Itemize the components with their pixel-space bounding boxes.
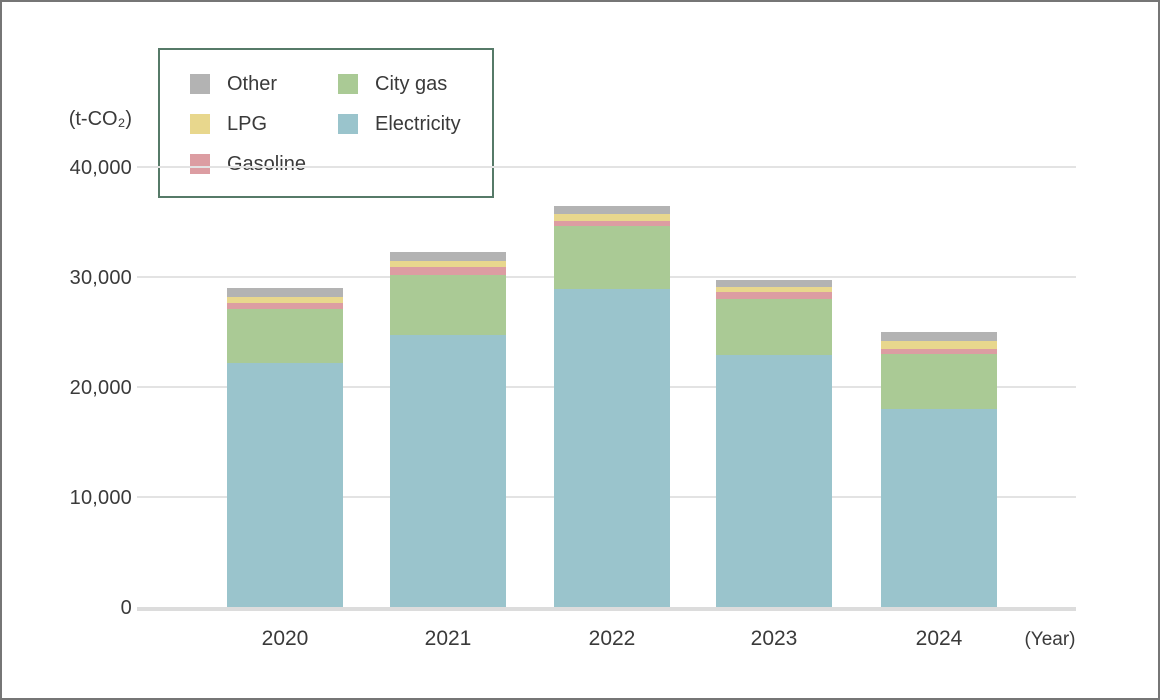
legend-item-label: LPG: [227, 112, 268, 135]
legend-swatch-electricity-icon: [338, 114, 358, 134]
legend-item-electricity: Electricity: [338, 112, 492, 135]
bar-segment-2022-gasoline: [554, 221, 670, 226]
x-tick-label: 2022: [588, 627, 636, 650]
x-tick-label: 2021: [424, 627, 472, 650]
legend-item-label: Other: [227, 72, 278, 95]
legend-item-other: Other: [190, 72, 338, 95]
bar-segment-2022-other: [554, 206, 670, 214]
x-tick-label: 2024: [915, 627, 963, 650]
legend-item-gasoline: Gasoline: [190, 152, 338, 175]
bar-segment-2024-city-gas: [881, 354, 997, 409]
bar-segment-2023-city-gas: [716, 299, 832, 355]
bar-segment-2023-electricity: [716, 355, 832, 607]
bar-segment-2020-other: [227, 288, 343, 297]
legend: Other LPG Gasoline City gas Electricity: [158, 48, 494, 198]
bar-segment-2024-gasoline: [881, 349, 997, 354]
bar-segment-2023-lpg: [716, 287, 832, 292]
legend-swatch-gasoline-icon: [190, 154, 210, 174]
bar-segment-2021-lpg: [390, 261, 506, 267]
bar-segment-2023-other: [716, 280, 832, 287]
legend-swatch-city-gas-icon: [338, 74, 358, 94]
bar-segment-2022-lpg: [554, 214, 670, 221]
bar-segment-2021-gasoline: [390, 267, 506, 275]
legend-swatch-other-icon: [190, 74, 210, 94]
bar-segment-2020-gasoline: [227, 303, 343, 309]
y-tick-label: 0: [120, 597, 132, 619]
bar-segment-2022-electricity: [554, 289, 670, 607]
gridline: [137, 166, 1076, 168]
legend-item-lpg: LPG: [190, 112, 338, 135]
bar-segment-2021-city-gas: [390, 275, 506, 335]
x-axis-baseline: [137, 607, 1076, 611]
y-tick-label: 20,000: [69, 377, 132, 399]
bar-segment-2024-other: [881, 332, 997, 341]
legend-item-label: Gasoline: [227, 152, 306, 175]
bar-segment-2024-electricity: [881, 409, 997, 607]
bar-segment-2024-lpg: [881, 341, 997, 349]
legend-item-city-gas: City gas: [338, 72, 492, 95]
legend-item-label: Electricity: [375, 112, 461, 135]
y-tick-label: 30,000: [69, 267, 132, 289]
y-tick-label: 10,000: [69, 487, 132, 509]
bar-segment-2021-other: [390, 252, 506, 261]
legend-swatch-lpg-icon: [190, 114, 210, 134]
bar-segment-2022-city-gas: [554, 226, 670, 289]
legend-item-label: City gas: [375, 72, 448, 95]
y-tick-label: 40,000: [69, 157, 132, 179]
x-axis-unit-label: (Year): [1024, 629, 1076, 650]
bar-segment-2020-electricity: [227, 363, 343, 607]
bar-segment-2020-lpg: [227, 297, 343, 303]
bar-segment-2020-city-gas: [227, 309, 343, 363]
x-tick-label: 2020: [261, 627, 309, 650]
bar-segment-2021-electricity: [390, 335, 506, 607]
y-axis-unit-label: (t-CO₂): [68, 108, 132, 130]
x-tick-label: 2023: [750, 627, 798, 650]
bar-segment-2023-gasoline: [716, 292, 832, 299]
